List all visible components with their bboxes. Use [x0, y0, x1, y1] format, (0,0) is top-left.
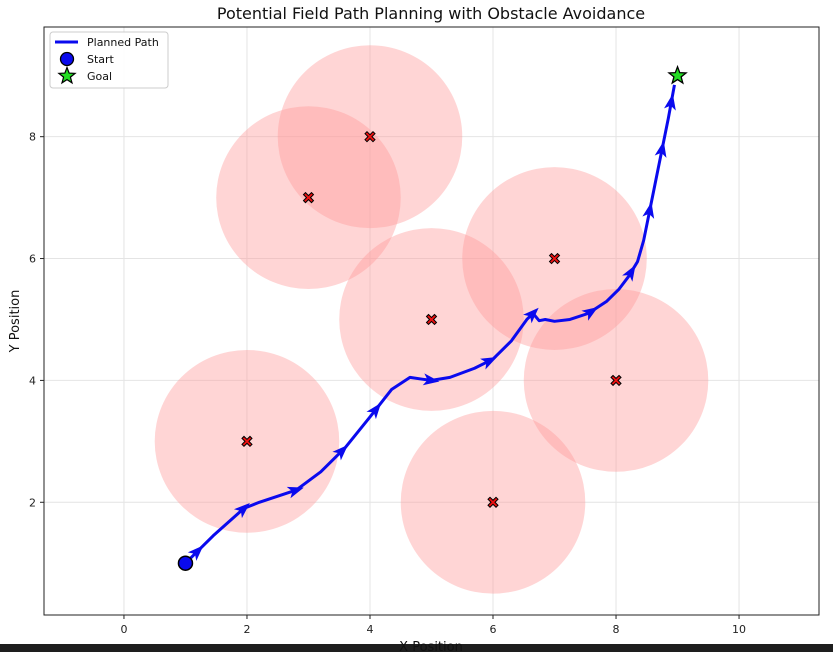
path-direction-arrow — [286, 486, 304, 499]
path-direction-arrow — [422, 373, 440, 386]
path-direction-arrow — [366, 402, 382, 420]
path-direction-arrow — [622, 264, 636, 282]
obstacle-marker — [364, 130, 376, 143]
bottom-strip — [0, 644, 833, 652]
path-direction-arrow — [332, 444, 348, 461]
path-direction-arrow — [187, 545, 204, 561]
obstacle-marker — [425, 313, 438, 326]
x-tick-label: 4 — [366, 623, 373, 636]
legend-label: Goal — [87, 70, 112, 83]
legend-swatch-start — [59, 51, 75, 67]
y-axis-label: Y Position — [8, 290, 23, 354]
path-direction-arrow — [642, 201, 655, 219]
path-direction-arrow — [654, 141, 667, 158]
start-marker — [177, 555, 194, 571]
planned-path-layer — [184, 84, 676, 565]
x-axis-label: X Position — [399, 640, 463, 652]
legend-box — [49, 31, 169, 89]
planned-path-line — [184, 84, 676, 565]
legend-label: Start — [87, 53, 115, 66]
legend-swatch-goal — [57, 65, 77, 85]
y-tick-label: 6 — [29, 253, 36, 266]
y-tick-label: 8 — [29, 131, 36, 144]
path-direction-arrow — [581, 306, 599, 321]
path-direction-arrow — [233, 503, 250, 519]
axis-ticks: 0 2 4 6 8 10 2 4 6 8 — [29, 131, 746, 636]
markers-layer — [177, 64, 688, 571]
path-direction-arrow — [523, 307, 539, 324]
path-direction-arrow — [664, 93, 676, 111]
goal-marker — [667, 64, 688, 85]
path-direction-arrow — [480, 357, 498, 370]
legend: Planned Path Start Goal — [49, 31, 169, 89]
x-tick-label: 8 — [613, 623, 620, 636]
x-tick-label: 2 — [243, 623, 250, 636]
chart-title: Potential Field Path Planning with Obsta… — [217, 4, 645, 23]
obstacle-marker — [302, 191, 315, 204]
plot-area-frame — [43, 26, 820, 616]
grid — [44, 27, 819, 615]
obstacle-marker — [610, 374, 622, 387]
obstacle-marker — [241, 435, 253, 448]
legend-label: Planned Path — [87, 36, 159, 49]
x-tick-label: 6 — [490, 623, 497, 636]
x-tick-label: 10 — [732, 623, 746, 636]
y-tick-label: 4 — [29, 374, 36, 387]
y-tick-label: 2 — [29, 496, 36, 509]
x-tick-label: 0 — [120, 623, 127, 636]
obstacle-marker — [487, 496, 499, 508]
obstacle-marker — [548, 252, 561, 265]
